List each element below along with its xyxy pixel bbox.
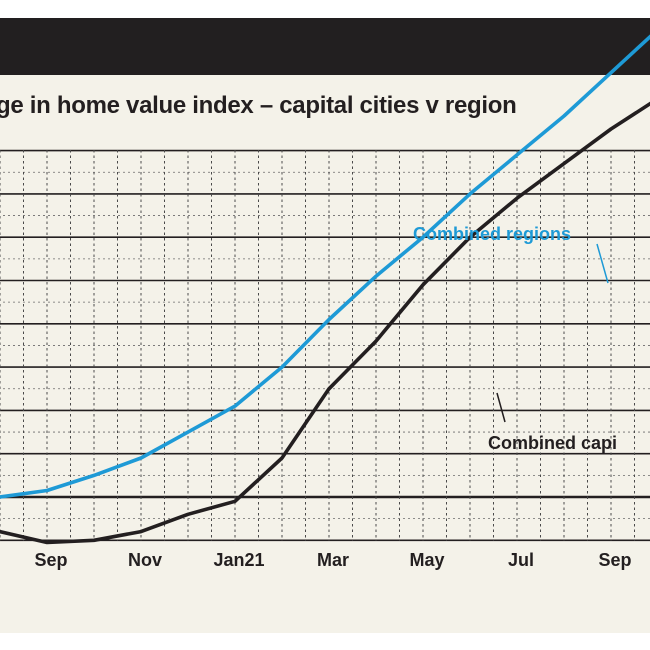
series-line-combined-capitals [0, 101, 650, 545]
x-tick-label: May [409, 550, 444, 570]
x-axis: Sep Nov Jan21 Mar May Jul Sep [34, 550, 631, 570]
legend-leader-regions [596, 243, 609, 284]
x-tick-label: Mar [317, 550, 349, 570]
x-tick-label: Jul [508, 550, 534, 570]
legend-label-combined-regions: Combined regions [413, 224, 571, 244]
x-tick-label: Sep [598, 550, 631, 570]
x-tick-label: Nov [128, 550, 162, 570]
chart-title: ge in home value index – capital cities … [0, 92, 517, 119]
legend-label-combined-capitals: Combined capi [488, 433, 617, 453]
series-lines [0, 34, 650, 545]
series-line-combined-regions [0, 34, 650, 499]
legend-leader-capitals [496, 392, 506, 423]
grid [0, 149, 650, 542]
x-tick-label: Sep [34, 550, 67, 570]
x-tick-label: Jan21 [213, 550, 264, 570]
header-bar [0, 18, 650, 75]
